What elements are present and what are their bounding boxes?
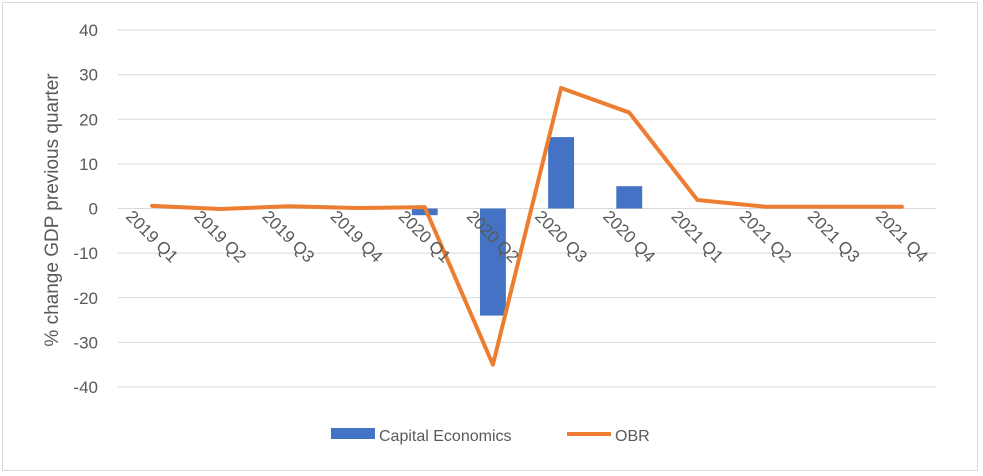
y-tick-label: -10: [73, 244, 98, 263]
x-tick-label: 2021 Q3: [804, 207, 864, 267]
x-tick-label: 2020 Q4: [599, 207, 659, 267]
legend-label-capital-economics: Capital Economics: [379, 428, 512, 445]
x-tick-label: 2020 Q1: [395, 207, 455, 267]
bar-2020-q2: [479, 208, 506, 316]
obr-line: [150, 86, 904, 367]
legend: Capital Economics OBR: [331, 428, 650, 445]
y-tick-label: 40: [79, 21, 98, 40]
y-axis-ticks: -40 -30 -20 -10 0 10 20 30 40: [73, 21, 98, 397]
x-axis-ticks: 2019 Q1 2019 Q2 2019 Q3 2019 Q4 2020 Q1 2020 …: [122, 207, 931, 267]
y-axis-label: % change GDP previous quarter: [42, 73, 63, 347]
y-tick-label: -40: [73, 378, 98, 397]
legend-label-obr: OBR: [615, 428, 650, 445]
x-tick-label: 2020 Q3: [531, 207, 591, 267]
y-tick-label: -30: [73, 333, 98, 352]
gridlines: [118, 29, 936, 388]
x-tick-label: 2021 Q1: [668, 207, 728, 267]
y-tick-label: 0: [89, 200, 98, 219]
y-tick-label: -20: [73, 289, 98, 308]
bar-2020-q4: [616, 186, 643, 209]
y-tick-label: 20: [79, 110, 98, 129]
x-tick-label: 2019 Q2: [190, 207, 250, 267]
x-tick-label: 2019 Q1: [122, 207, 182, 267]
y-tick-label: 30: [79, 66, 98, 85]
x-tick-label: 2019 Q3: [259, 207, 319, 267]
y-tick-label: 10: [79, 155, 98, 174]
bar-2020-q3: [548, 137, 575, 209]
legend-swatch-capital-economics: [331, 428, 375, 439]
x-tick-label: 2019 Q4: [327, 207, 387, 267]
x-tick-label: 2021 Q2: [736, 207, 796, 267]
line-series-obr: [150, 86, 904, 367]
x-tick-label: 2021 Q4: [872, 207, 932, 267]
